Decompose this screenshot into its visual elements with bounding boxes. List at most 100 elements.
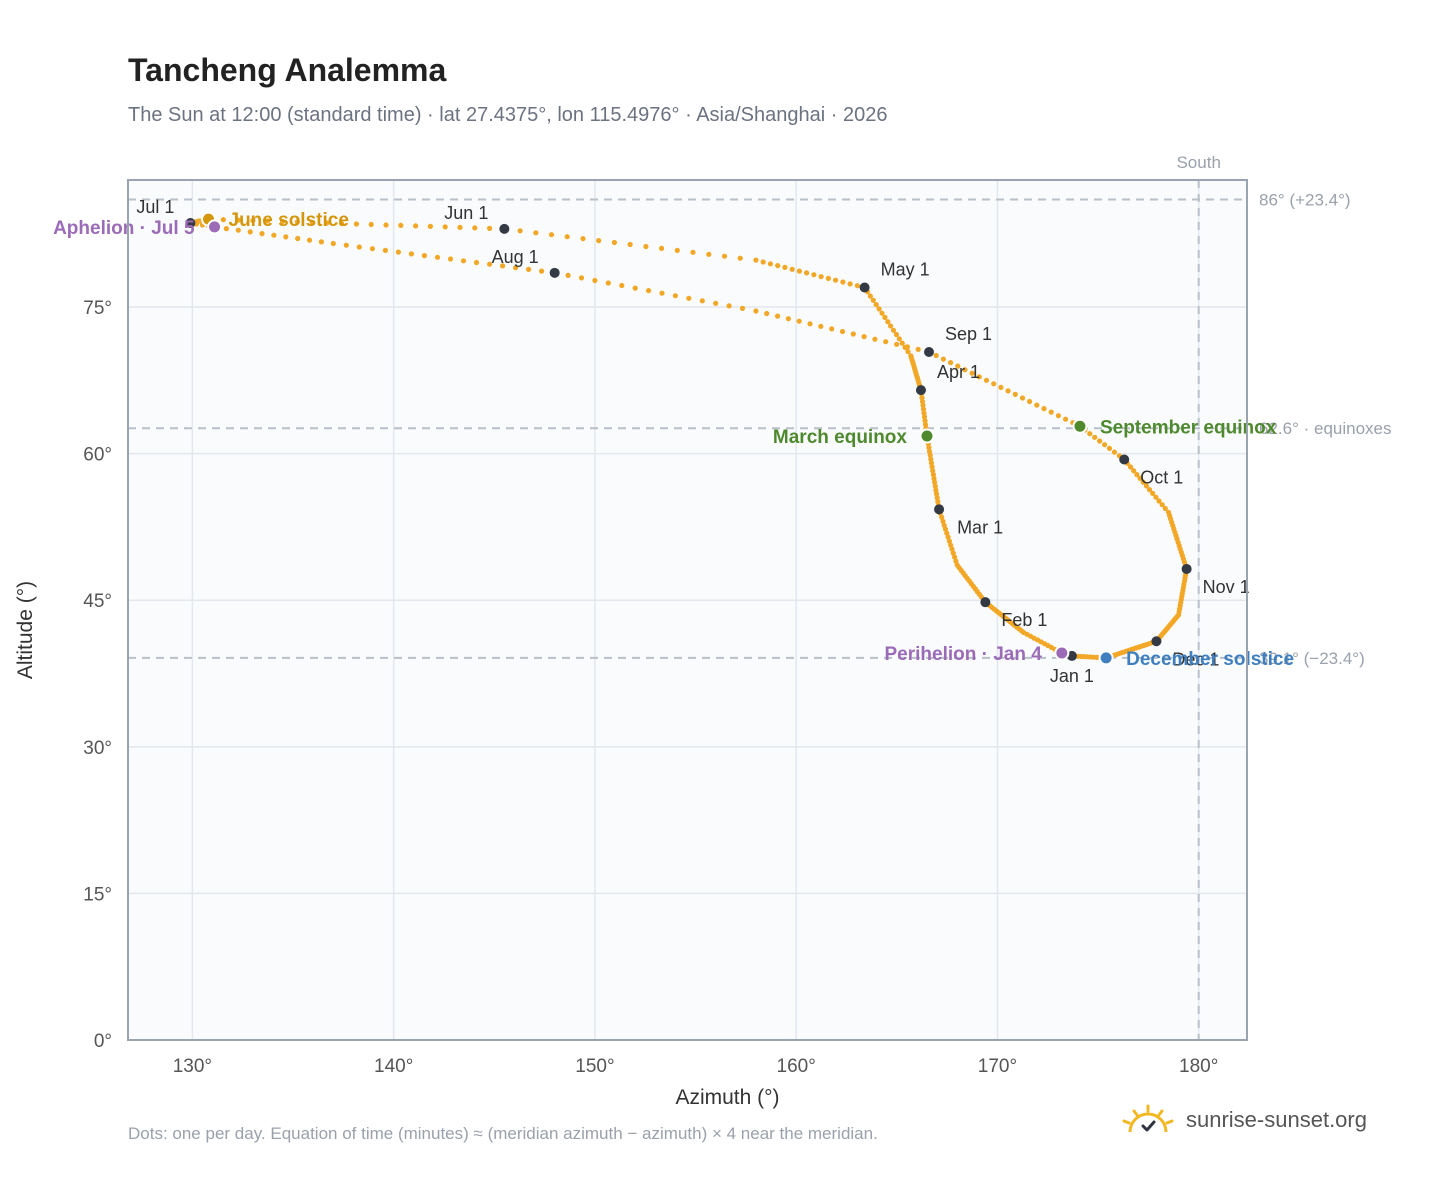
month-label: Oct 1: [1140, 468, 1183, 488]
event-marker-dot: [1054, 645, 1070, 661]
daily-sun-dot: [922, 418, 928, 424]
daily-sun-dot: [517, 228, 523, 234]
x-tick-label: 160°: [777, 1056, 816, 1077]
month-marker-dot: [1066, 650, 1077, 661]
daily-sun-dot: [533, 230, 539, 236]
daily-sun-dot: [952, 554, 958, 560]
daily-sun-dot: [867, 293, 874, 299]
daily-sun-dot: [306, 237, 313, 243]
month-marker-dot: [1181, 563, 1192, 574]
daily-sun-dot: [921, 414, 928, 420]
daily-sun-dot: [933, 352, 939, 359]
daily-sun-dot: [487, 261, 493, 267]
daily-sun-dot: [295, 235, 301, 242]
daily-sun-dot: [896, 336, 902, 342]
month-marker-dot: [549, 267, 560, 278]
daily-sun-dot: [899, 340, 905, 346]
daily-sun-dot: [643, 243, 649, 250]
daily-sun-dot: [659, 245, 665, 251]
daily-sun-dot: [472, 225, 478, 231]
daily-sun-dot: [1034, 402, 1040, 408]
daily-sun-dot: [294, 219, 300, 225]
daily-sun-dot: [811, 272, 817, 278]
daily-sun-dot: [223, 226, 229, 232]
daily-sun-dot: [934, 495, 940, 501]
daily-sun-dot: [627, 241, 633, 248]
event-label: June solstice: [229, 210, 349, 231]
daily-sun-dot: [883, 339, 889, 345]
daily-sun-dot: [632, 285, 638, 291]
daily-sun-dot: [1055, 413, 1061, 419]
daily-sun-dot: [250, 218, 256, 224]
south-label: South: [1176, 153, 1220, 172]
daily-sun-dot: [939, 514, 945, 520]
daily-sun-dot: [487, 225, 493, 231]
month-label: Jan 1: [1050, 666, 1094, 686]
event-marker-dot: [1072, 418, 1088, 434]
x-tick-label: 170°: [978, 1056, 1017, 1077]
daily-sun-dot: [1131, 468, 1137, 474]
month-label: Jul 1: [136, 197, 174, 217]
daily-sun-dot: [309, 219, 315, 226]
daily-sun-dot: [804, 270, 810, 276]
daily-sun-dot: [948, 360, 954, 366]
daily-sun-dot: [247, 229, 253, 235]
daily-sun-dot: [578, 275, 585, 281]
event-marker-dot: [207, 219, 223, 235]
y-tick-label: 0°: [94, 1031, 112, 1052]
month-label: Apr 1: [937, 362, 980, 382]
event-label: September equinox: [1100, 417, 1277, 438]
daily-sun-dot: [1092, 434, 1098, 440]
daily-sun-dot: [259, 231, 265, 237]
daily-sun-dot: [408, 251, 414, 257]
daily-sun-dot: [565, 272, 571, 278]
daily-sun-dot: [1019, 395, 1026, 401]
daily-sun-dot: [953, 558, 959, 564]
event-label: Perihelion · Jan 4: [885, 644, 1043, 665]
daily-sun-dot: [1063, 416, 1069, 422]
daily-sun-dot: [905, 349, 911, 355]
daily-sun-dot: [753, 308, 759, 314]
daily-sun-dot: [526, 266, 532, 272]
daily-sun-dot: [955, 363, 961, 369]
daily-sun-dot: [283, 234, 289, 240]
daily-sun-dot: [235, 217, 241, 223]
daily-sun-dot: [659, 290, 665, 296]
daily-sun-dot: [398, 222, 404, 228]
daily-sun-dot: [796, 318, 802, 324]
daily-sun-dot: [818, 274, 824, 280]
daily-sun-dot: [829, 326, 835, 332]
daily-sun-dot: [818, 323, 824, 329]
daily-sun-dot: [548, 232, 555, 238]
month-label: Sep 1: [945, 324, 992, 344]
daily-sun-dot: [1128, 464, 1134, 470]
daily-sun-dot: [421, 253, 427, 259]
daily-sun-dot: [279, 218, 286, 225]
daily-sun-dot: [383, 222, 389, 228]
brand-name: sunrise-sunset.org: [1186, 1107, 1367, 1132]
daily-sun-dot: [739, 305, 746, 311]
daily-sun-dot: [921, 410, 927, 416]
daily-sun-dot: [1156, 498, 1162, 504]
brand-link[interactable]: sunrise-sunset.org: [1120, 1104, 1367, 1136]
daily-sun-dot: [950, 550, 956, 556]
daily-sun-dot: [1143, 483, 1149, 489]
y-axis-title: Altitude (°): [14, 581, 37, 679]
daily-sun-dot: [890, 327, 897, 333]
daily-sun-dot: [672, 293, 679, 299]
daily-sun-dot: [235, 227, 241, 233]
daily-sun-dot: [933, 487, 939, 493]
daily-sun-dot: [945, 534, 951, 540]
daily-sun-dot: [539, 268, 545, 274]
month-marker-dot: [1151, 636, 1162, 647]
daily-sun-dot: [1162, 505, 1168, 512]
y-tick-label: 30°: [83, 738, 112, 759]
daily-sun-dot: [592, 277, 598, 284]
month-marker-dot: [1119, 454, 1130, 465]
daily-sun-dot: [861, 334, 867, 340]
daily-sun-dot: [885, 319, 891, 325]
daily-sun-dot: [930, 468, 936, 474]
daily-sun-dot: [775, 263, 781, 269]
daily-sun-dot: [929, 464, 935, 470]
